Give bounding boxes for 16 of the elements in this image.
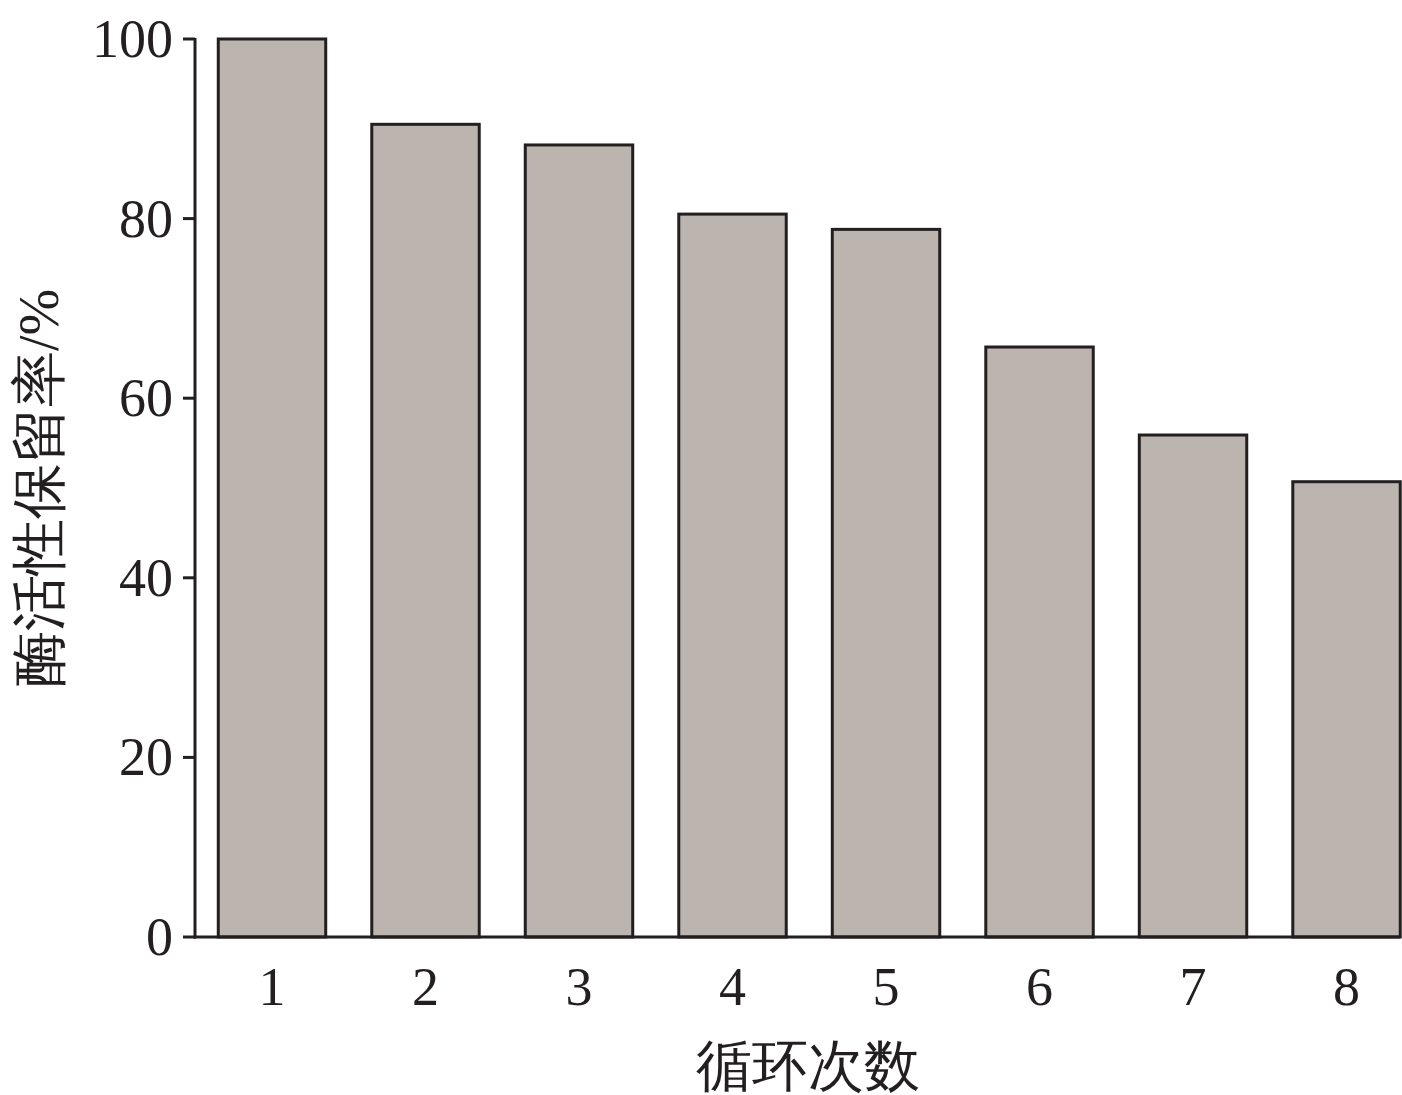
x-tick-label: 3 [565, 957, 593, 1017]
x-tick-label: 1 [258, 957, 286, 1017]
y-axis-title: 酶活性保留率/% [8, 288, 70, 688]
x-tick-label: 6 [1026, 957, 1054, 1017]
x-tick-label: 5 [872, 957, 900, 1017]
y-tick-label: 60 [119, 368, 173, 429]
x-tick-label: 7 [1179, 957, 1207, 1017]
x-tick-label: 8 [1333, 957, 1361, 1017]
y-tick-label: 20 [119, 727, 173, 788]
x-tick-label: 2 [412, 957, 439, 1017]
x-axis-title: 循环次数 [695, 1035, 920, 1095]
y-tick-label: 100 [92, 9, 173, 69]
y-tick-label: 80 [119, 188, 173, 249]
y-tick-label: 0 [146, 907, 173, 967]
x-tick-label: 4 [719, 957, 747, 1017]
y-tick-label: 40 [119, 547, 173, 608]
